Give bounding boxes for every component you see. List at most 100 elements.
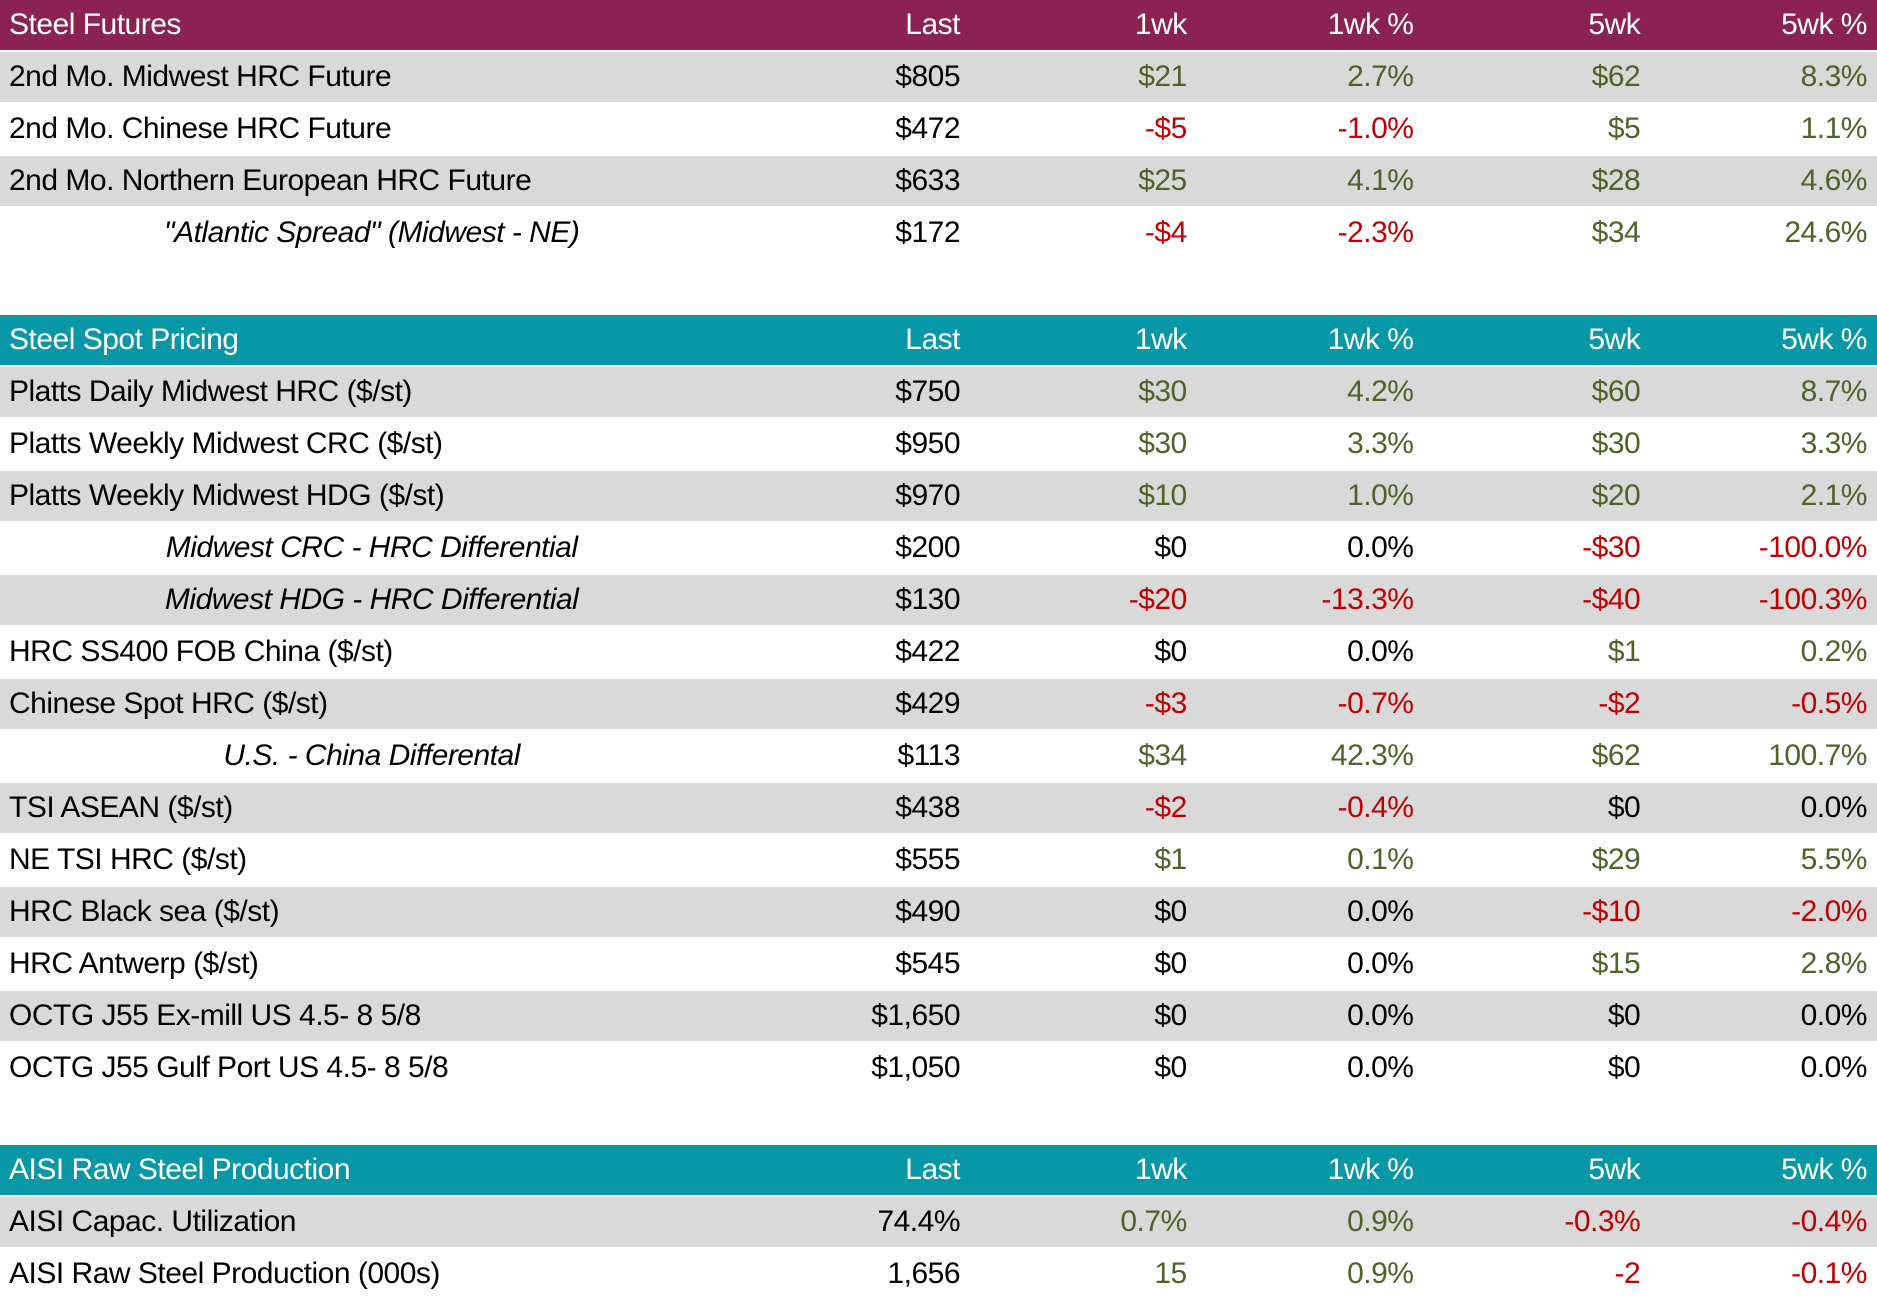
cell-last: $1,050 [871, 1051, 961, 1084]
cell-col-1wk-pct: -1.0% [1337, 112, 1414, 145]
table-row: Platts Weekly Midwest HDG ($/st) $970 $10 1… [0, 471, 1877, 523]
cell-col-1wk: $10 [1138, 479, 1187, 512]
cell-col-5wk: $62 [1591, 60, 1641, 93]
table-row: HRC Black sea ($/st) $490 $0 0.0% -$10 -2.0% [0, 887, 1877, 939]
cell-col-5wk: $62 [1591, 739, 1641, 772]
section-title: Steel Futures [9, 8, 181, 41]
cell-col-1wk-pct: -13.3% [1321, 583, 1414, 616]
cell-col-5wk-pct: 0.0% [1800, 791, 1868, 824]
table-row: HRC Antwerp ($/st) $545 $0 0.0% $15 2.8% [0, 939, 1877, 991]
cell-col-5wk-pct: 100.7% [1768, 739, 1867, 772]
cell-col-5wk: $0 [1607, 1051, 1641, 1084]
cell-col-1wk: $0 [1154, 1051, 1187, 1084]
cell-col-1wk-pct: 42.3% [1330, 739, 1414, 772]
cell-last: $438 [895, 791, 961, 824]
row-label: HRC Antwerp ($/st) [9, 947, 259, 980]
section-title: AISI Raw Steel Production [9, 1153, 351, 1186]
column-header-col-1wk-pct: 1wk % [1327, 1153, 1414, 1186]
cell-last: $805 [895, 60, 961, 93]
cell-last: $113 [897, 739, 961, 772]
cell-col-5wk-pct: 0.0% [1800, 999, 1868, 1032]
cell-col-5wk-pct: -2.0% [1791, 895, 1867, 928]
cell-col-1wk-pct: 0.9% [1347, 1257, 1414, 1290]
table-row: HRC SS400 FOB China ($/st) $422 $0 0.0% $1 0.… [0, 627, 1877, 679]
table-row: Chinese Spot HRC ($/st) $429 -$3 -0.7% -$2 -0… [0, 679, 1877, 731]
table-row: AISI Capac. Utilization 74.4% 0.7% 0.9% -0.3… [0, 1197, 1877, 1249]
row-label: AISI Raw Steel Production (000s) [9, 1257, 440, 1290]
cell-col-5wk-pct: -100.3% [1758, 583, 1868, 616]
cell-col-1wk: $1 [1154, 843, 1187, 876]
cell-last: $490 [895, 895, 961, 928]
cell-col-1wk-pct: 2.7% [1347, 60, 1414, 93]
cell-col-1wk: $25 [1138, 164, 1187, 197]
row-label: AISI Capac. Utilization [9, 1205, 296, 1238]
cell-col-5wk-pct: 3.3% [1800, 427, 1868, 460]
cell-col-5wk-pct: 8.3% [1800, 60, 1868, 93]
cell-last: 74.4% [877, 1205, 961, 1238]
cell-col-5wk: $60 [1591, 375, 1641, 408]
cell-col-1wk-pct: 4.1% [1347, 164, 1414, 197]
section-header-row: Steel Futures Last 1wk 1wk % 5wk 5wk % [0, 0, 1877, 52]
cell-col-5wk-pct: 1.1% [1800, 112, 1868, 145]
cell-col-1wk-pct: -0.4% [1337, 791, 1414, 824]
cell-last: $1,650 [871, 999, 961, 1032]
table-row: Platts Daily Midwest HRC ($/st) $750 $30 4.… [0, 367, 1877, 419]
cell-col-1wk-pct: 1.0% [1347, 479, 1414, 512]
row-label: Platts Daily Midwest HRC ($/st) [9, 375, 412, 408]
cell-col-1wk-pct: 4.2% [1347, 375, 1414, 408]
column-header-col-5wk: 5wk [1588, 323, 1641, 356]
cell-col-5wk-pct: -0.1% [1791, 1257, 1867, 1290]
cell-last: $472 [895, 112, 961, 145]
row-label: HRC SS400 FOB China ($/st) [9, 635, 393, 668]
cell-col-1wk-pct: 0.0% [1347, 635, 1414, 668]
cell-last: 1,656 [887, 1257, 961, 1290]
cell-col-5wk: $30 [1591, 427, 1641, 460]
cell-last: $172 [895, 216, 961, 249]
cell-col-5wk-pct: -0.4% [1791, 1205, 1867, 1238]
cell-col-1wk: 0.7% [1120, 1205, 1187, 1238]
row-label: 2nd Mo. Northern European HRC Future [9, 164, 532, 197]
cell-last: $200 [895, 531, 961, 564]
row-label: Chinese Spot HRC ($/st) [9, 687, 328, 720]
column-header-col-1wk: 1wk [1134, 323, 1187, 356]
cell-col-1wk: $30 [1138, 375, 1187, 408]
cell-col-1wk: -$20 [1128, 583, 1188, 616]
cell-col-1wk: -$4 [1144, 216, 1187, 249]
cell-col-1wk: $0 [1154, 895, 1187, 928]
row-label: TSI ASEAN ($/st) [9, 791, 233, 824]
cell-col-5wk: $15 [1591, 947, 1641, 980]
cell-col-5wk: -$30 [1582, 531, 1641, 564]
row-label: U.S. - China Differental [223, 739, 520, 772]
row-label: 2nd Mo. Midwest HRC Future [9, 60, 392, 93]
cell-col-5wk-pct: 5.5% [1800, 843, 1868, 876]
cell-col-1wk: $0 [1154, 999, 1187, 1032]
section-header-row: Steel Spot Pricing Last 1wk 1wk % 5wk 5wk % [0, 315, 1877, 367]
cell-col-5wk-pct: 0.2% [1800, 635, 1868, 668]
row-label: Platts Weekly Midwest CRC ($/st) [9, 427, 443, 460]
section-gap [0, 260, 1877, 315]
cell-col-1wk: -$3 [1144, 687, 1187, 720]
row-label: OCTG J55 Ex-mill US 4.5- 8 5/8 [9, 999, 421, 1032]
cell-col-1wk-pct: -0.7% [1337, 687, 1414, 720]
cell-col-5wk-pct: 2.1% [1800, 479, 1868, 512]
column-header-col-5wk: 5wk [1588, 1153, 1641, 1186]
column-header-col-last: Last [905, 1153, 961, 1186]
section-header-row: AISI Raw Steel Production Last 1wk 1wk % 5wk… [0, 1145, 1877, 1197]
cell-col-5wk: $0 [1607, 791, 1641, 824]
cell-col-1wk: $0 [1154, 947, 1187, 980]
cell-col-1wk: $21 [1138, 60, 1187, 93]
cell-col-1wk-pct: 0.9% [1347, 1205, 1414, 1238]
table-row: OCTG J55 Ex-mill US 4.5- 8 5/8 $1,650 $0 0.… [0, 991, 1877, 1043]
column-header-col-5wk-pct: 5wk % [1781, 8, 1867, 41]
cell-col-5wk: $20 [1591, 479, 1641, 512]
row-label: 2nd Mo. Chinese HRC Future [9, 112, 392, 145]
cell-col-5wk: $5 [1607, 112, 1641, 145]
column-header-col-1wk: 1wk [1134, 1153, 1187, 1186]
row-label: Midwest HDG - HRC Differential [164, 583, 579, 616]
table-row: 2nd Mo. Midwest HRC Future $805 $21 2.7% $62… [0, 52, 1877, 104]
cell-last: $950 [895, 427, 961, 460]
column-header-col-last: Last [905, 323, 961, 356]
cell-col-5wk: -$2 [1598, 687, 1641, 720]
row-label: Midwest CRC - HRC Differential [165, 531, 578, 564]
table-row: Midwest HDG - HRC Differential $130 -$20 -1… [0, 575, 1877, 627]
